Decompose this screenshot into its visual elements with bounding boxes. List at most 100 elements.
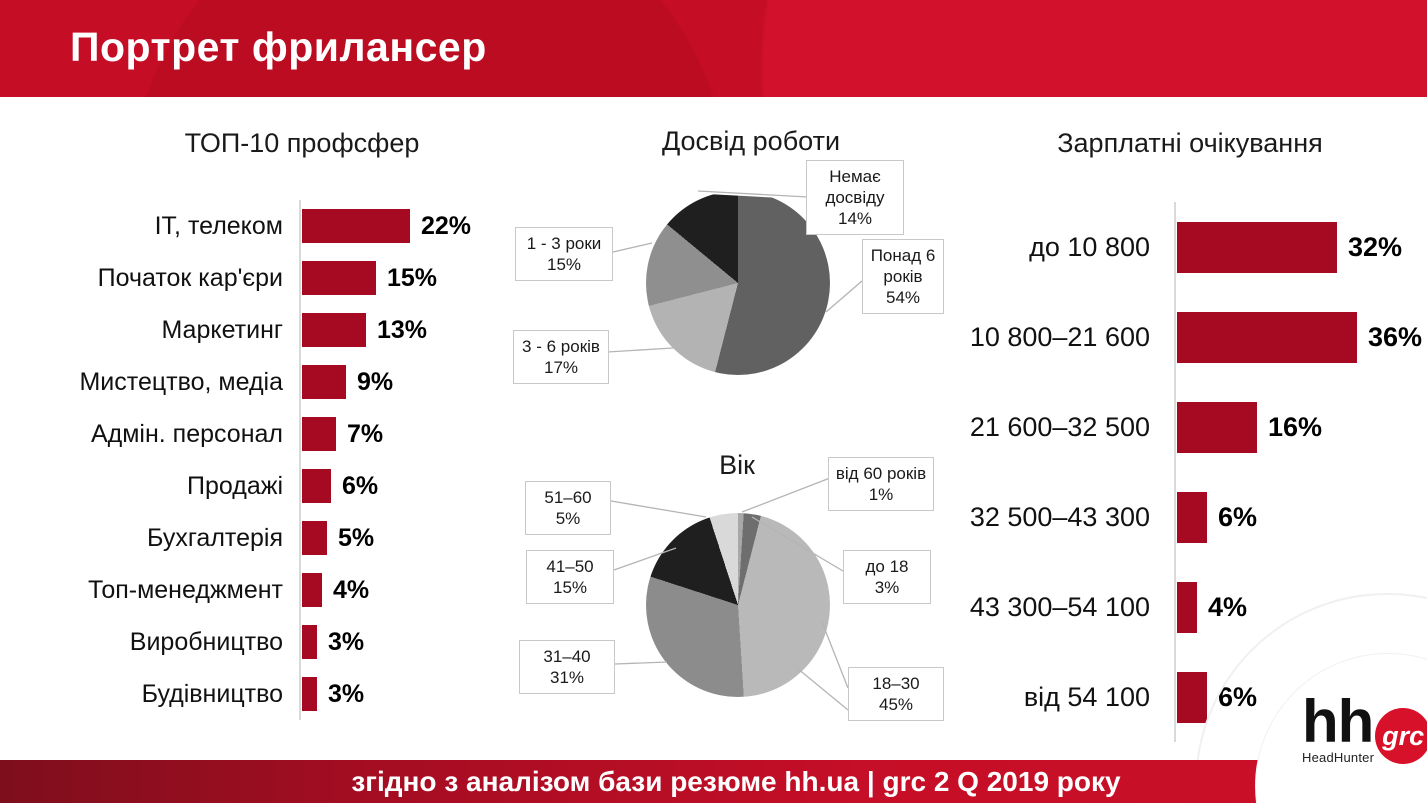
top10-bar-chart: ІТ, телеком 22% Початок кар'єри 15% Маркетин… (73, 200, 471, 720)
bar-row: 21 600–32 500 16% (820, 382, 1422, 472)
bar (1177, 221, 1337, 273)
pie-slice-value: 45% (878, 695, 914, 714)
pie-slice-value: 14% (837, 209, 873, 228)
bar-row: 10 800–21 600 36% (820, 292, 1422, 382)
bar-row: ІТ, телеком 22% (73, 200, 471, 252)
bar-category-label: 21 600–32 500 (969, 411, 1150, 442)
bar-category-label: Адмін. персонал (90, 419, 283, 448)
bar-row: 32 500–43 300 6% (820, 472, 1422, 562)
age-pie (646, 513, 830, 697)
bar-category-label: Бухгалтерія (147, 523, 283, 552)
bar-category-label: Виробництво (129, 627, 283, 656)
bar-value-label: 7% (347, 419, 384, 448)
bar-value-label: 13% (377, 315, 428, 344)
bar (302, 365, 346, 399)
bar-category-label: 43 300–54 100 (969, 591, 1150, 622)
pie-callout: до 18 3% (843, 550, 931, 604)
pie-callout: від 60 років 1% (828, 457, 934, 511)
bar-row: Виробництво 3% (73, 616, 471, 668)
bar (1177, 671, 1207, 723)
bar-value-label: 32% (1348, 231, 1403, 262)
bar (1177, 581, 1197, 633)
pie-slice-value: 3% (874, 578, 900, 597)
bar-category-label: до 10 800 (1029, 231, 1150, 262)
top10-chart-title: ТОП-10 профсфер (184, 128, 420, 158)
pie-slice-value: 15% (546, 255, 582, 274)
bar-category-label: Початок кар'єри (97, 263, 283, 292)
bar (1177, 491, 1207, 543)
bar (302, 625, 317, 659)
bar-category-label: Мистецтво, медіа (79, 367, 283, 396)
salary-chart-title: Зарплатні очікування (1057, 128, 1323, 158)
bar-category-label: Будівництво (141, 679, 283, 708)
pie-slice-value: 15% (552, 578, 588, 597)
bar-row: Адмін. персонал 7% (73, 408, 471, 460)
pie-callout: 1 - 3 роки 15% (515, 227, 613, 281)
bar-category-label: ІТ, телеком (154, 211, 283, 240)
grc-logo-badge: grc (1375, 708, 1427, 764)
bar (302, 209, 410, 243)
bar (302, 573, 322, 607)
footer-banner: згідно з аналізом бази резюме hh.ua | gr… (0, 760, 1427, 803)
pie-slice-label: 51–60 (544, 488, 592, 507)
pie-slice-label: до 18 (865, 557, 909, 576)
footer-source-text: згідно з аналізом бази резюме hh.ua | gr… (351, 766, 1121, 797)
bar-category-label: від 54 100 (1023, 681, 1150, 712)
bar-value-label: 4% (333, 575, 370, 604)
bar-row: Топ-менеджмент 4% (73, 564, 471, 616)
bar-category-label: 32 500–43 300 (969, 501, 1150, 532)
bar-value-label: 9% (357, 367, 394, 396)
pie-slice-value: 5% (555, 509, 581, 528)
age-chart-title: Вік (719, 450, 755, 480)
bar-category-label: Маркетинг (161, 315, 283, 344)
bar-value-label: 16% (1268, 411, 1323, 442)
bar-value-label: 6% (342, 471, 379, 500)
bar (302, 677, 317, 711)
experience-chart-title: Досвід роботи (661, 126, 841, 156)
pie-slice-label: 18–30 (872, 674, 920, 693)
bar (1177, 311, 1357, 363)
bar-row: Маркетинг 13% (73, 304, 471, 356)
bar (302, 261, 376, 295)
bar (302, 469, 331, 503)
pie-slice-label: 41–50 (546, 557, 594, 576)
pie-slice-label: Понад 6 років (870, 246, 936, 286)
pie-slice-value: 17% (543, 358, 579, 377)
bar-row: Продажі 6% (73, 460, 471, 512)
bar-category-label: 10 800–21 600 (969, 321, 1150, 352)
pie-callout: 41–50 15% (526, 550, 614, 604)
bar (302, 313, 366, 347)
bar-value-label: 3% (328, 679, 365, 708)
experience-pie (646, 191, 830, 375)
hh-logo-text: hh (1302, 688, 1374, 755)
bar-row: Бухгалтерія 5% (73, 512, 471, 564)
bar (302, 521, 327, 555)
pie-callout: Немає досвіду 14% (806, 160, 904, 235)
bar-row: Мистецтво, медіа 9% (73, 356, 471, 408)
bar-value-label: 5% (338, 523, 375, 552)
pie-callout: 31–40 31% (519, 640, 615, 694)
bar-row: Будівництво 3% (73, 668, 471, 720)
grc-logo-text: grc (1382, 720, 1425, 751)
pie-callout: 3 - 6 років 17% (513, 330, 609, 384)
bar-row: 43 300–54 100 4% (820, 562, 1422, 652)
bar-value-label: 6% (1218, 501, 1258, 532)
bar-category-label: Топ-менеджмент (88, 575, 283, 604)
pie-slice-label: 1 - 3 роки (526, 234, 602, 253)
bar-value-label: 4% (1208, 591, 1248, 622)
pie-slice-label: 31–40 (543, 647, 591, 666)
headhunter-logo-text: HeadHunter (1302, 750, 1375, 765)
pie-slice-value: 31% (549, 668, 585, 687)
bar (1177, 401, 1257, 453)
bar-value-label: 22% (421, 211, 472, 240)
bar-row: Початок кар'єри 15% (73, 252, 471, 304)
bar-category-label: Продажі (187, 471, 283, 500)
bar-value-label: 36% (1368, 321, 1423, 352)
pie-slice-label: від 60 років (835, 464, 927, 483)
pie-callout: 51–60 5% (525, 481, 611, 535)
pie-slice-value: 54% (885, 288, 921, 307)
bar-row: до 10 800 32% (820, 202, 1422, 292)
header-banner: Портрет фрилансер (0, 0, 1427, 97)
hh-grc-logo: hh HeadHunter grc (1302, 688, 1427, 765)
